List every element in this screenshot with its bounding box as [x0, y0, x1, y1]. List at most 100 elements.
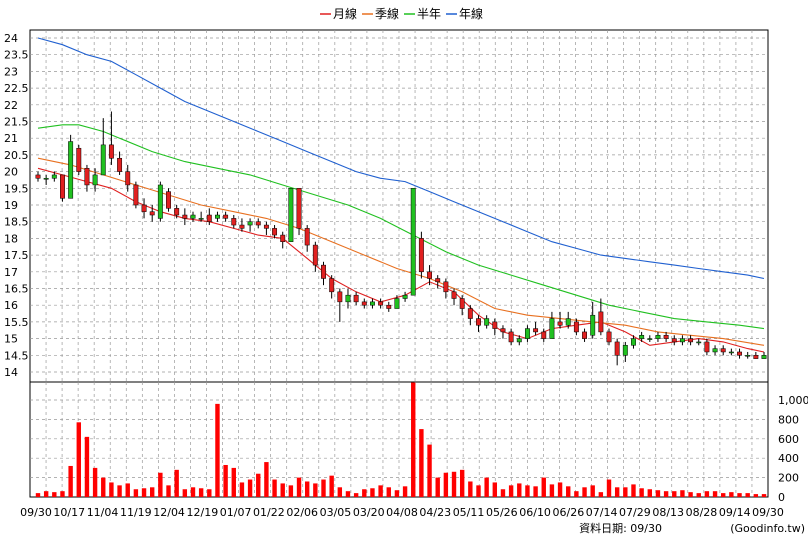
candle [369, 298, 375, 309]
candle-body [622, 345, 628, 356]
candle-body [206, 214, 212, 222]
candle-body [329, 278, 335, 293]
candle [263, 221, 269, 236]
volume-bar [476, 485, 481, 497]
candle-body [149, 211, 155, 216]
x-tick-label: 04/08 [386, 506, 418, 519]
candle [51, 171, 57, 182]
volume-bar [623, 487, 628, 497]
candle [639, 331, 645, 342]
price-tick-label: 23.5 [4, 49, 29, 62]
volume-bar [68, 465, 73, 497]
candle [125, 164, 131, 192]
candle-body [247, 221, 253, 226]
volume-tick-label: 800 [778, 413, 799, 426]
candle-body [43, 178, 49, 180]
volume-bar [215, 403, 220, 497]
volume-bar [533, 486, 538, 497]
volume-bar [729, 492, 734, 497]
candle-body [304, 228, 310, 246]
candle-body [655, 335, 661, 339]
volume-bar [223, 464, 228, 497]
candle-body [263, 224, 269, 229]
volume-bar [394, 490, 400, 497]
volume-bar [688, 492, 693, 497]
candle [337, 288, 343, 322]
price-tick-label: 15.5 [4, 316, 29, 329]
candle [492, 318, 498, 336]
candle-body [312, 244, 318, 266]
candle [590, 301, 596, 339]
candle [296, 188, 302, 236]
legend-item: 年線 [446, 6, 483, 21]
candle [92, 168, 98, 192]
volume-bar [247, 479, 253, 497]
volume-bar [419, 429, 424, 497]
candle [679, 335, 685, 346]
candle-body [369, 301, 375, 306]
price-tick-label: 17 [4, 266, 18, 279]
candle [60, 174, 65, 202]
candle-body [84, 168, 90, 186]
x-tick-label: 07/29 [619, 506, 651, 519]
volume-bar [345, 491, 351, 497]
candle-body [712, 348, 718, 353]
candle [133, 181, 139, 209]
candle [149, 205, 155, 222]
candle [688, 335, 694, 346]
volume-bar [198, 488, 204, 497]
volume-bar [60, 491, 65, 497]
candle [304, 225, 310, 252]
candle-body [166, 191, 171, 209]
candle [516, 335, 522, 346]
x-tick-label: 05/11 [453, 506, 485, 519]
candle-body [198, 218, 204, 220]
volume-bar [435, 477, 440, 497]
price-tick-label: 21 [4, 132, 18, 145]
volume-bar [43, 491, 49, 497]
candle-body [565, 318, 571, 326]
volume-bar [549, 484, 555, 497]
candle [606, 328, 612, 346]
volume-bar [125, 483, 130, 497]
candle-body [76, 147, 82, 172]
volume-bar [190, 487, 196, 497]
source-label: (Goodinfo.tw) [730, 522, 805, 535]
volume-bar [337, 487, 343, 497]
volume-bar [484, 477, 489, 497]
candle [100, 118, 106, 176]
price-tick-label: 21.5 [4, 116, 29, 129]
volume-bar [35, 493, 41, 497]
x-tick-label: 09/30 [752, 506, 784, 519]
candle [361, 298, 367, 309]
volume-bar [239, 482, 245, 497]
volume-bar [566, 486, 571, 497]
candle-body [671, 338, 677, 343]
volume-bar [557, 482, 563, 497]
candle [280, 231, 286, 249]
volume-bar [101, 477, 106, 497]
price-tick-label: 17.5 [4, 249, 29, 262]
x-tick-label: 01/22 [253, 506, 285, 519]
candle-body [337, 291, 343, 303]
price-tick-label: 16 [4, 299, 18, 312]
price-tick-label: 14 [4, 366, 18, 379]
volume-bar [468, 481, 473, 497]
candle-body [728, 351, 734, 354]
candle [549, 311, 555, 339]
candle [435, 275, 441, 289]
candle [427, 265, 433, 286]
volume-bar [598, 492, 604, 497]
volume-bar [370, 488, 375, 497]
candle [622, 341, 628, 362]
volume-bar [459, 469, 465, 497]
volume-bar [272, 479, 277, 497]
candle-body [541, 331, 547, 339]
price-tick-label: 19.5 [4, 182, 29, 195]
volume-bar [606, 479, 612, 497]
candle [614, 338, 620, 366]
candle [598, 298, 604, 336]
candle-body [435, 278, 441, 283]
volume-bar [182, 489, 188, 497]
candle-body [255, 221, 261, 226]
